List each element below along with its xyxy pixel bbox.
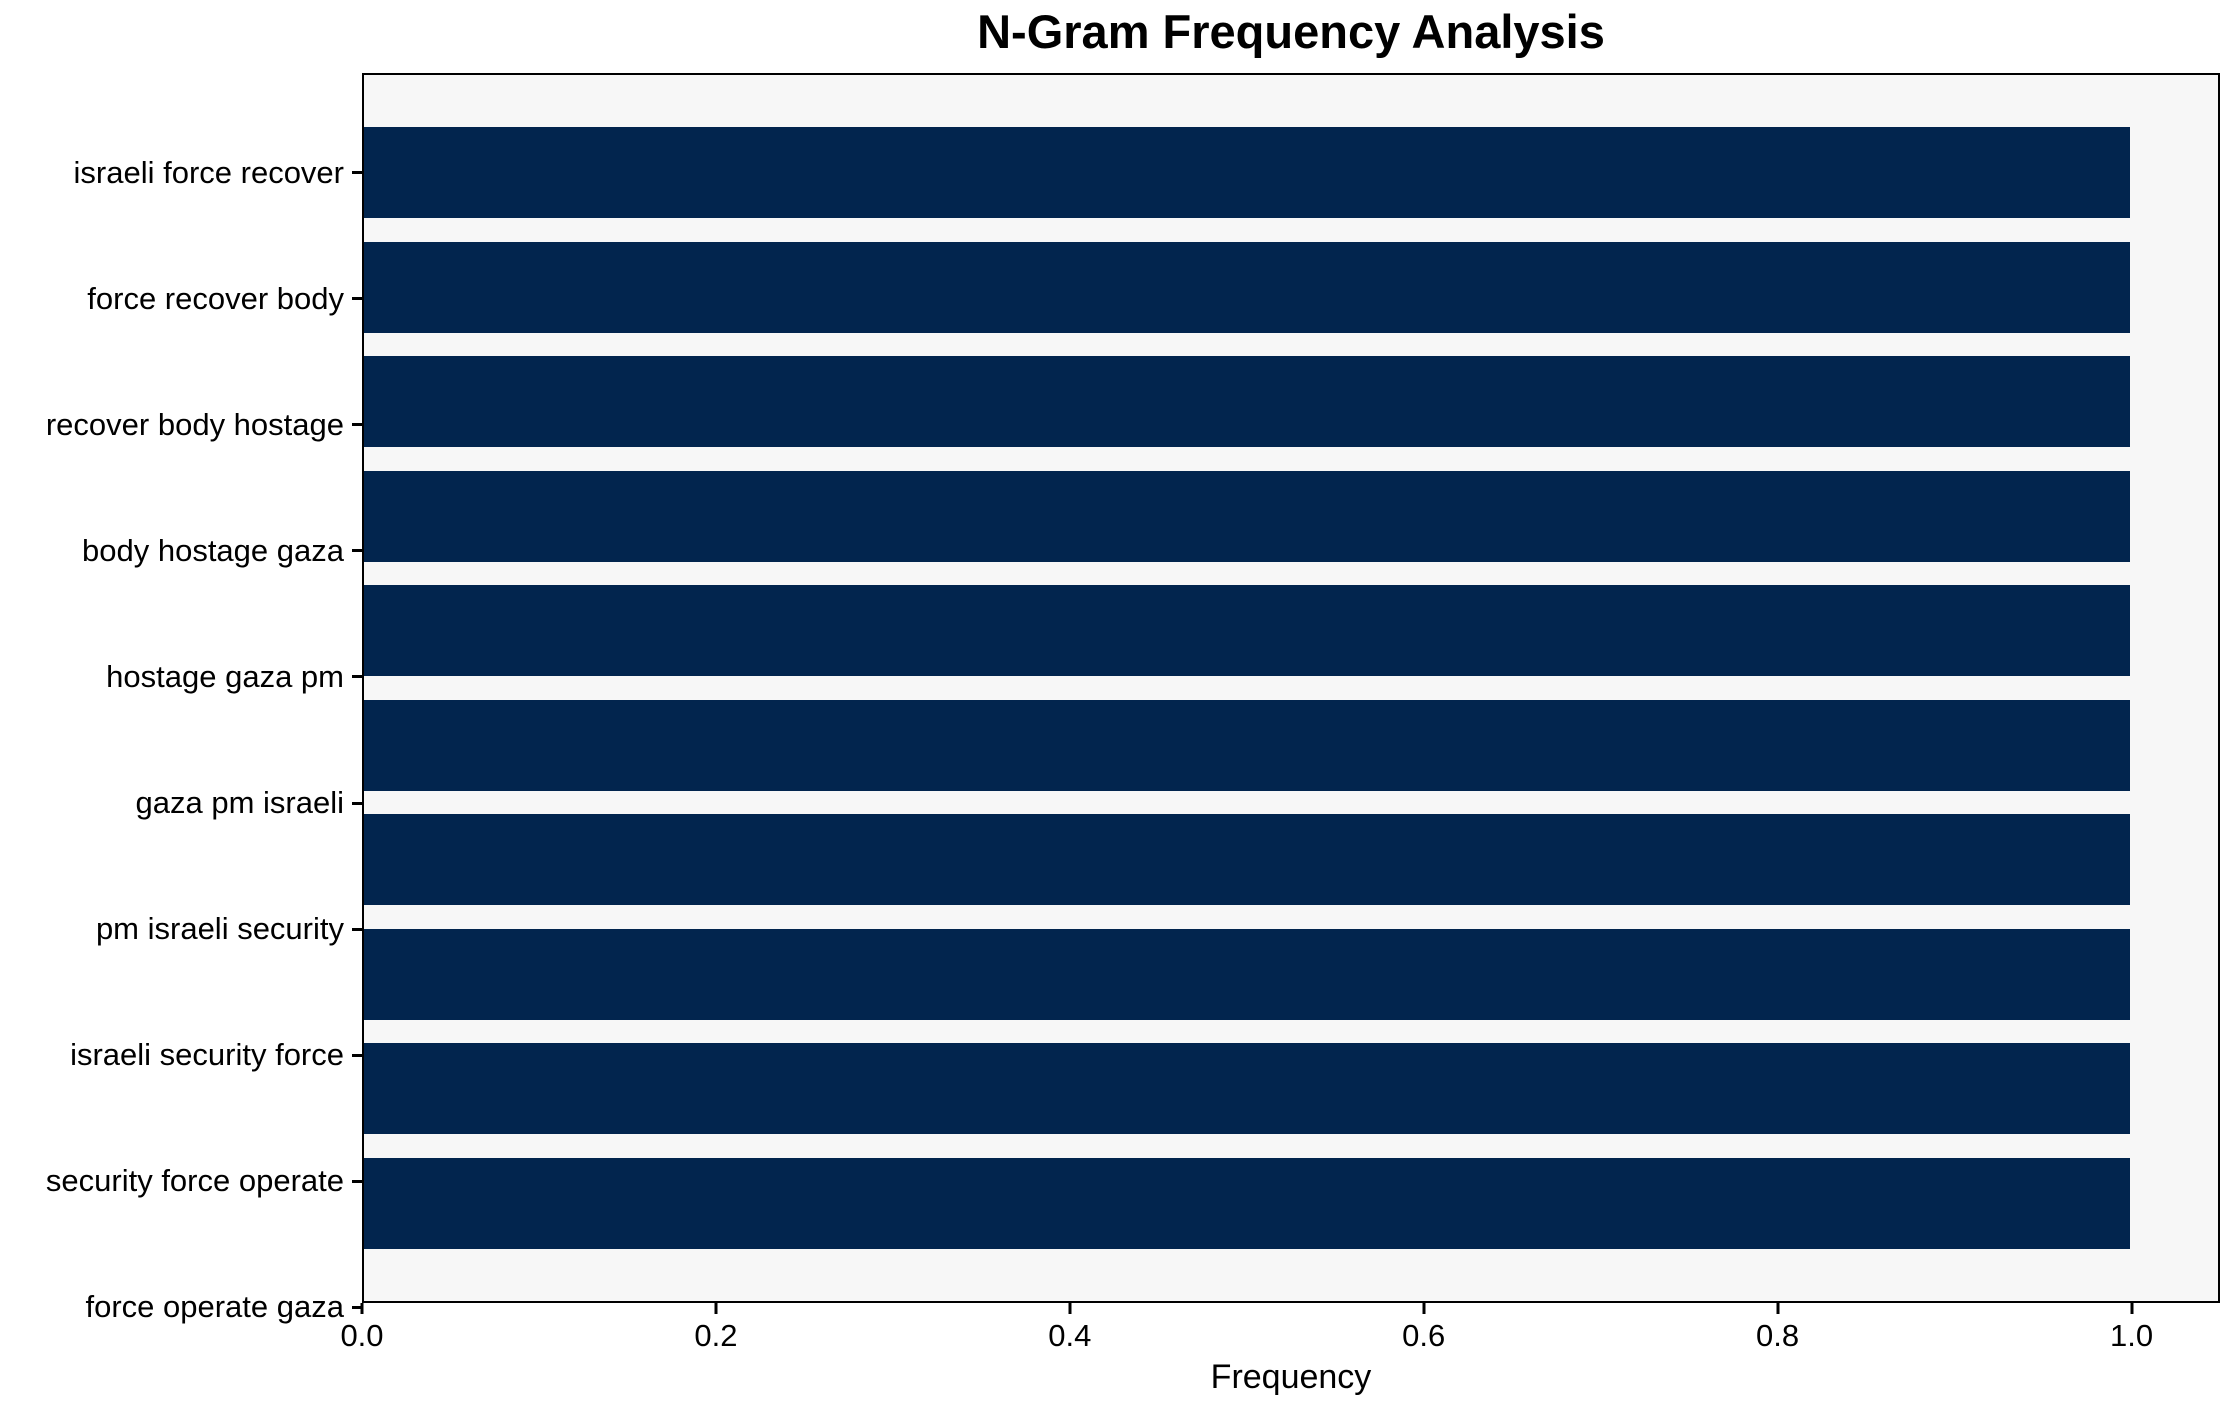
y-tick-row: force recover body xyxy=(0,253,362,344)
y-tick-mark xyxy=(352,1179,362,1183)
y-tick-mark xyxy=(352,549,362,553)
bar-row xyxy=(364,1157,2218,1249)
y-tick-row: hostage gaza pm xyxy=(0,631,362,722)
bar-row xyxy=(364,356,2218,448)
bar xyxy=(364,127,2130,218)
bar-row xyxy=(364,585,2218,677)
y-tick-mark xyxy=(352,171,362,174)
y-tick-label: pm israeli security xyxy=(95,911,344,947)
bar xyxy=(364,470,2130,562)
y-axis-labels: israeli force recover force recover body r… xyxy=(0,75,362,1405)
y-tick-label: security force operate xyxy=(45,1163,344,1199)
x-tick-mark xyxy=(360,1303,364,1314)
y-tick-label: hostage gaza pm xyxy=(106,658,344,694)
x-tick-label: 0.4 xyxy=(1048,1318,1092,1353)
y-tick-row: force operate gaza xyxy=(0,1262,362,1353)
y-tick-mark xyxy=(352,1305,362,1309)
x-tick-mark xyxy=(1776,1303,1780,1314)
y-tick-mark xyxy=(352,927,362,931)
bar-row xyxy=(364,127,2218,218)
y-tick-row: israeli security force xyxy=(0,1010,362,1101)
x-axis: 0.0 0.2 0.4 0.6 0.8 1.0 xyxy=(340,1303,2220,1403)
bars-area xyxy=(364,75,2218,1301)
x-tick-mark xyxy=(1422,1303,1426,1314)
bar xyxy=(364,814,2130,906)
chart-title: N-Gram Frequency Analysis xyxy=(977,5,1605,58)
bar-row xyxy=(364,928,2218,1020)
bar xyxy=(364,585,2130,677)
bar xyxy=(364,1157,2130,1249)
y-tick-mark xyxy=(352,1053,362,1057)
y-tick-row: security force operate xyxy=(0,1136,362,1227)
y-tick-row: pm israeli security xyxy=(0,884,362,975)
x-tick-mark xyxy=(2130,1303,2134,1314)
y-tick-row: gaza pm israeli xyxy=(0,758,362,849)
bar-row xyxy=(364,814,2218,906)
y-tick-label: force operate gaza xyxy=(85,1289,344,1325)
y-tick-mark xyxy=(352,297,362,301)
y-tick-label: body hostage gaza xyxy=(82,532,344,568)
y-tick-mark xyxy=(352,801,362,805)
y-tick-label: recover body hostage xyxy=(45,406,344,442)
x-tick-label: 0.0 xyxy=(340,1318,384,1353)
y-tick-row: israeli force recover xyxy=(0,127,362,218)
x-tick-mark xyxy=(714,1303,718,1314)
bar-row xyxy=(364,699,2218,791)
bar xyxy=(364,928,2130,1020)
y-tick-label: gaza pm israeli xyxy=(135,785,344,821)
plot-area xyxy=(362,73,2220,1303)
y-tick-label: israeli force recover xyxy=(73,154,344,190)
x-tick-label: 0.2 xyxy=(694,1318,738,1353)
x-tick-label: 1.0 xyxy=(2109,1318,2154,1353)
y-tick-label: israeli security force xyxy=(70,1037,344,1073)
y-tick-mark xyxy=(352,675,362,679)
y-tick-mark xyxy=(352,423,362,427)
bar-row xyxy=(364,1043,2218,1135)
bar xyxy=(364,699,2130,791)
bar-row xyxy=(364,470,2218,562)
y-tick-row: recover body hostage xyxy=(0,379,362,470)
bar-row xyxy=(364,241,2218,333)
bar xyxy=(364,356,2130,448)
bar xyxy=(364,241,2130,333)
x-tick-mark xyxy=(1068,1303,1072,1314)
y-tick-label: force recover body xyxy=(87,280,344,316)
x-axis-title: Frequency xyxy=(1210,1358,1372,1396)
x-tick-label: 0.8 xyxy=(1756,1318,1800,1353)
y-tick-row: body hostage gaza xyxy=(0,505,362,596)
x-tick-label: 0.6 xyxy=(1402,1318,1446,1353)
bar xyxy=(364,1043,2130,1135)
